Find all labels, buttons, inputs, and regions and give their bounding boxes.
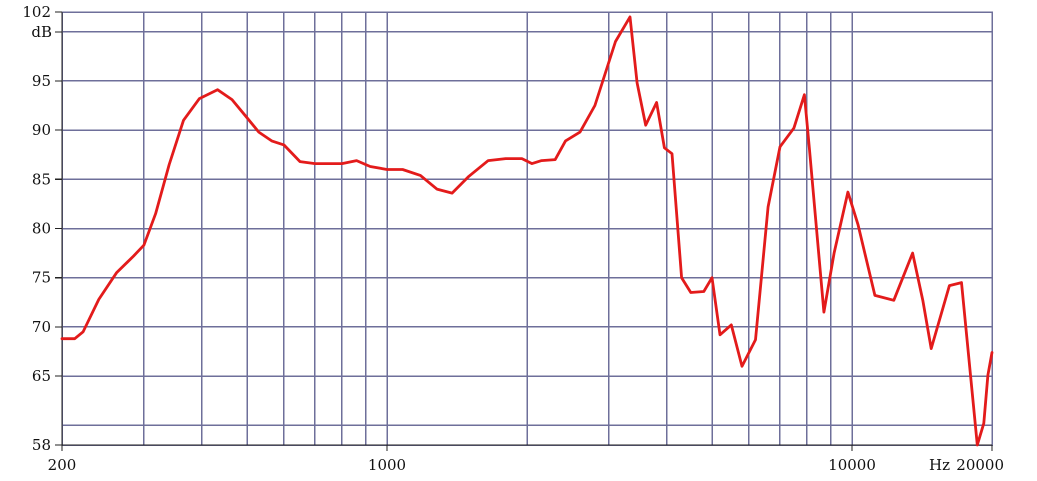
axis-layer [55, 11, 993, 451]
x-unit-label: Hz [929, 456, 950, 474]
grid-layer [61, 11, 993, 446]
y-tick-label-95: 95 [32, 72, 51, 90]
y-tick-label-70: 70 [32, 318, 51, 336]
y-unit-label: dB [31, 23, 52, 41]
y-tick-label-80: 80 [32, 220, 51, 238]
frequency-response-line-0 [60, 15, 994, 447]
x-tick-label-1000: 1000 [368, 456, 406, 474]
y-tick-label-85: 85 [32, 170, 51, 188]
y-tick-label-75: 75 [32, 269, 51, 287]
y-tick-label-90: 90 [32, 121, 51, 139]
y-tick-label-65: 65 [32, 367, 51, 385]
label-layer: 58 65 70 75 80 85 90 95 102 dB 200 1000 10000 20000 Hz [22, 3, 1004, 474]
series-layer [60, 15, 994, 447]
x-tick-label-20000: 20000 [956, 456, 1004, 474]
x-tick-label-200: 200 [48, 456, 77, 474]
x-tick-label-10000: 10000 [828, 456, 876, 474]
y-tick-label-58: 58 [32, 436, 51, 454]
y-tick-label-102: 102 [22, 3, 51, 21]
